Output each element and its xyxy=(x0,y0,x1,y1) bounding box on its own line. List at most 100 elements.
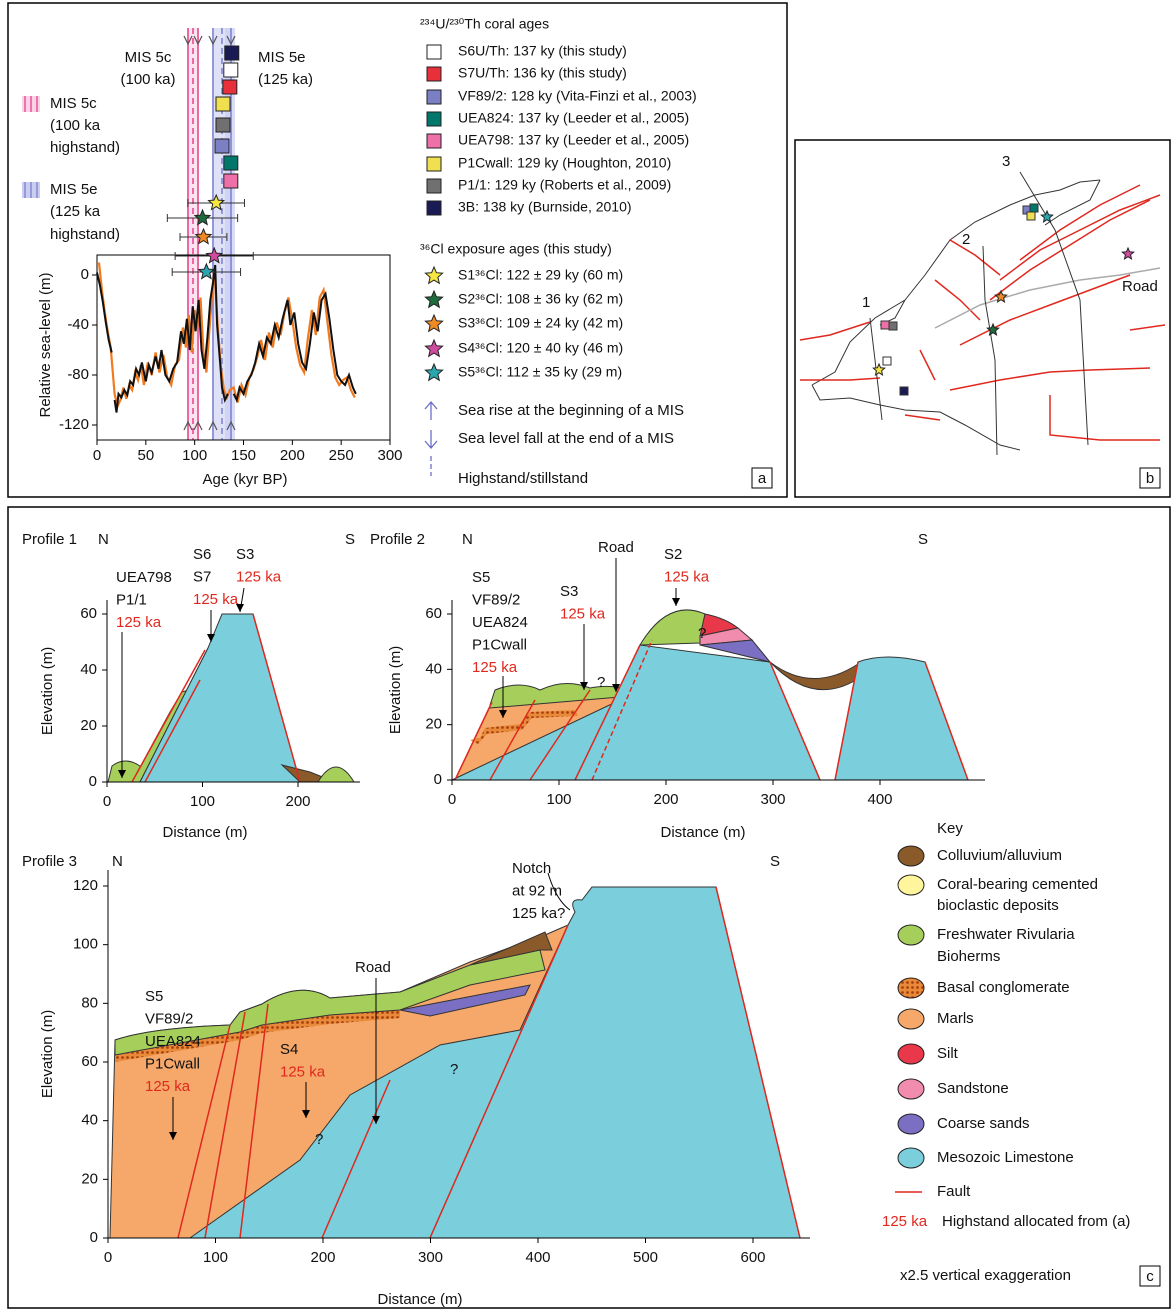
limestone xyxy=(574,644,821,781)
x-tick-label: 250 xyxy=(329,447,354,464)
key-swatch xyxy=(897,1078,925,1100)
legend-swatch xyxy=(424,265,444,285)
x-axis-label: Age (kyr BP) xyxy=(202,471,287,488)
y-tick-label: 60 xyxy=(81,1053,98,1070)
symbol-label: Highstand/stillstand xyxy=(458,470,588,487)
annotation: S6 xyxy=(193,546,211,563)
x-tick-label: 600 xyxy=(740,1249,765,1266)
notch-arrow xyxy=(547,872,571,911)
road-label: Road xyxy=(1122,278,1158,295)
key-label: Highstand allocated from (a) xyxy=(942,1213,1130,1230)
annotation: S7 xyxy=(193,568,211,585)
panel-label: b xyxy=(1146,470,1154,487)
colluvium xyxy=(769,661,859,691)
coral-age xyxy=(223,155,239,171)
map-marker xyxy=(899,386,909,396)
panel-a-frame xyxy=(7,2,788,498)
annotation: S4 xyxy=(280,1041,298,1058)
key-label: Fault xyxy=(937,1183,971,1200)
y-tick-label: 0 xyxy=(90,1229,98,1246)
key-label: bioclastic deposits xyxy=(937,897,1059,914)
key-label: Basal conglomerate xyxy=(937,979,1070,996)
key-label: Mesozoic Limestone xyxy=(937,1149,1074,1166)
y-axis-label: Elevation (m) xyxy=(387,646,404,734)
x-tick-label: 50 xyxy=(137,447,154,464)
x-tick-label: 400 xyxy=(867,791,892,808)
profile-number: 1 xyxy=(862,294,870,311)
bioherm xyxy=(317,766,355,783)
legend-label: UEA824: 137 ky (Leeder et al., 2005) xyxy=(458,110,689,126)
legend-swatch xyxy=(426,133,442,149)
arrows xyxy=(183,35,236,431)
profile-title: Profile 3 xyxy=(22,853,77,870)
annotation: Road xyxy=(355,959,391,976)
profile-number: 2 xyxy=(962,231,970,248)
mis5e-label: (125 ka) xyxy=(258,71,313,88)
legend-swatch xyxy=(424,313,444,333)
arrow-head xyxy=(207,634,215,642)
key-label: Sandstone xyxy=(937,1080,1009,1097)
conglomerate xyxy=(115,1010,400,1062)
x-tick-label: 100 xyxy=(203,1249,228,1266)
cross-sections xyxy=(107,609,969,1239)
y-axis-label: Elevation (m) xyxy=(39,647,56,735)
plot-frame xyxy=(96,254,391,441)
band-label: (100 ka xyxy=(50,117,101,134)
legend-swatch xyxy=(426,44,442,60)
coral-age xyxy=(214,138,230,154)
north: N xyxy=(98,531,109,548)
coral-age xyxy=(224,45,240,61)
coral-age xyxy=(215,117,231,133)
panel-tag xyxy=(751,467,773,489)
annotation: VF89/2 xyxy=(145,1010,193,1027)
legend-label: P1/1: 129 ky (Roberts et al., 2009) xyxy=(458,177,671,193)
annotation: Road xyxy=(598,539,634,556)
coral-age xyxy=(215,96,231,112)
legend-label: VF89/2: 128 ky (Vita-Finzi et al., 2003) xyxy=(458,88,697,104)
x-tick-label: 0 xyxy=(104,1249,112,1266)
key-title: Key xyxy=(937,820,963,837)
x-tick-label: 0 xyxy=(93,447,101,464)
bioherm xyxy=(114,949,546,1056)
question: ? xyxy=(698,625,706,642)
y-tick-label: 0 xyxy=(81,266,89,283)
band-swatch xyxy=(24,182,38,198)
key-swatch xyxy=(897,1043,925,1065)
limestone xyxy=(429,886,801,1239)
annotation: UEA824 xyxy=(145,1033,201,1050)
key-label: Marls xyxy=(937,1010,974,1027)
key-label: Colluvium/alluvium xyxy=(937,847,1062,864)
map-marker xyxy=(1029,203,1039,213)
south: S xyxy=(918,531,928,548)
band-label: highstand) xyxy=(50,139,120,156)
exposure-age xyxy=(205,246,224,264)
annotation: UEA824 xyxy=(472,614,528,631)
band-label: MIS 5e xyxy=(50,181,98,198)
legend-swatch xyxy=(426,178,442,194)
map: 1 2 3 Road b xyxy=(799,153,1166,489)
annotation-age: 125 ka xyxy=(664,568,710,585)
panel-tag xyxy=(1139,467,1161,489)
x-axis-label: Distance (m) xyxy=(377,1291,462,1308)
x-tick-label: 100 xyxy=(546,791,571,808)
legend-label: P1Cwall: 129 ky (Houghton, 2010) xyxy=(458,155,671,171)
y-tick-label: 60 xyxy=(425,605,442,622)
profile-number: 3 xyxy=(1002,153,1010,170)
key-label: Freshwater Rivularia xyxy=(937,926,1075,943)
exposure-age xyxy=(194,227,213,245)
coarse-sands xyxy=(699,639,772,663)
y-tick-label: -80 xyxy=(67,366,89,383)
key-swatch xyxy=(897,977,925,999)
y-tick-label: 40 xyxy=(80,661,97,678)
question: ? xyxy=(315,1131,323,1148)
limestone xyxy=(834,656,969,781)
arrow-head xyxy=(499,710,507,718)
y-tick-label: 20 xyxy=(81,1170,98,1187)
band-label: highstand) xyxy=(50,226,120,243)
annotation: S5 xyxy=(145,988,163,1005)
north: N xyxy=(112,853,123,870)
panel-c-frame xyxy=(7,506,1171,1309)
annotation-age: 125 ka xyxy=(236,568,282,585)
key-label: Silt xyxy=(937,1045,959,1062)
